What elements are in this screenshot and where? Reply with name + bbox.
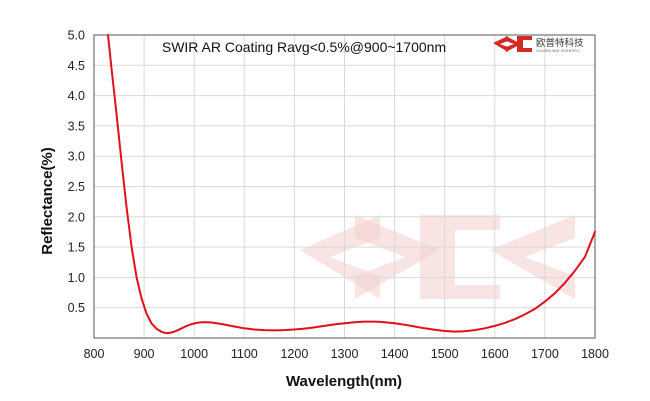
brand-logo-tagline: GOLDEN WAY SCIENTIFIC [536, 49, 580, 53]
x-tick-label: 1200 [280, 347, 308, 361]
brand-logo-icon [493, 36, 532, 52]
y-tick-label: 5.0 [68, 29, 85, 43]
x-tick-label: 1800 [581, 347, 609, 361]
y-tick-label: 4.0 [68, 89, 85, 103]
brand-logo-name: 欧普特科技 [536, 37, 584, 49]
y-axis-title: Reflectance(%) [39, 147, 56, 255]
watermark-logo [300, 215, 575, 299]
x-tick-label: 1300 [331, 347, 359, 361]
x-axis-title: Wavelength(nm) [286, 373, 402, 390]
y-tick-label: 1.5 [68, 241, 85, 255]
y-tick-label: 2.0 [68, 210, 85, 224]
x-tick-label: 1700 [531, 347, 559, 361]
x-tick-label: 1100 [231, 347, 258, 361]
y-tick-label: 0.5 [68, 301, 85, 315]
y-tick-label: 3.5 [68, 119, 85, 133]
x-tick-labels: 800 900 1000 1100 1200 1300 1400 1500 1600 1700 18… [84, 347, 609, 361]
grid [94, 34, 595, 338]
x-tick-label: 1600 [481, 347, 509, 361]
x-tick-label: 900 [134, 347, 155, 361]
x-tick-label: 1400 [381, 347, 409, 361]
x-tick-label: 800 [84, 347, 105, 361]
x-tick-label: 1000 [180, 347, 208, 361]
y-tick-labels: 0.5 1.0 1.5 2.0 2.5 3.0 3.5 4.0 4.5 5.0 [68, 29, 85, 316]
x-tick-label: 1500 [431, 347, 459, 361]
series-line [107, 34, 596, 335]
y-tick-label: 4.5 [68, 59, 85, 73]
chart-title: SWIR AR Coating Ravg<0.5%@900~1700nm [162, 39, 446, 55]
y-tick-label: 3.0 [68, 150, 85, 164]
y-tick-label: 1.0 [68, 271, 85, 285]
brand-logo: 欧普特科技 GOLDEN WAY SCIENTIFIC [493, 36, 584, 53]
plot-area-frame [93, 34, 596, 339]
y-tick-label: 2.5 [68, 180, 85, 194]
